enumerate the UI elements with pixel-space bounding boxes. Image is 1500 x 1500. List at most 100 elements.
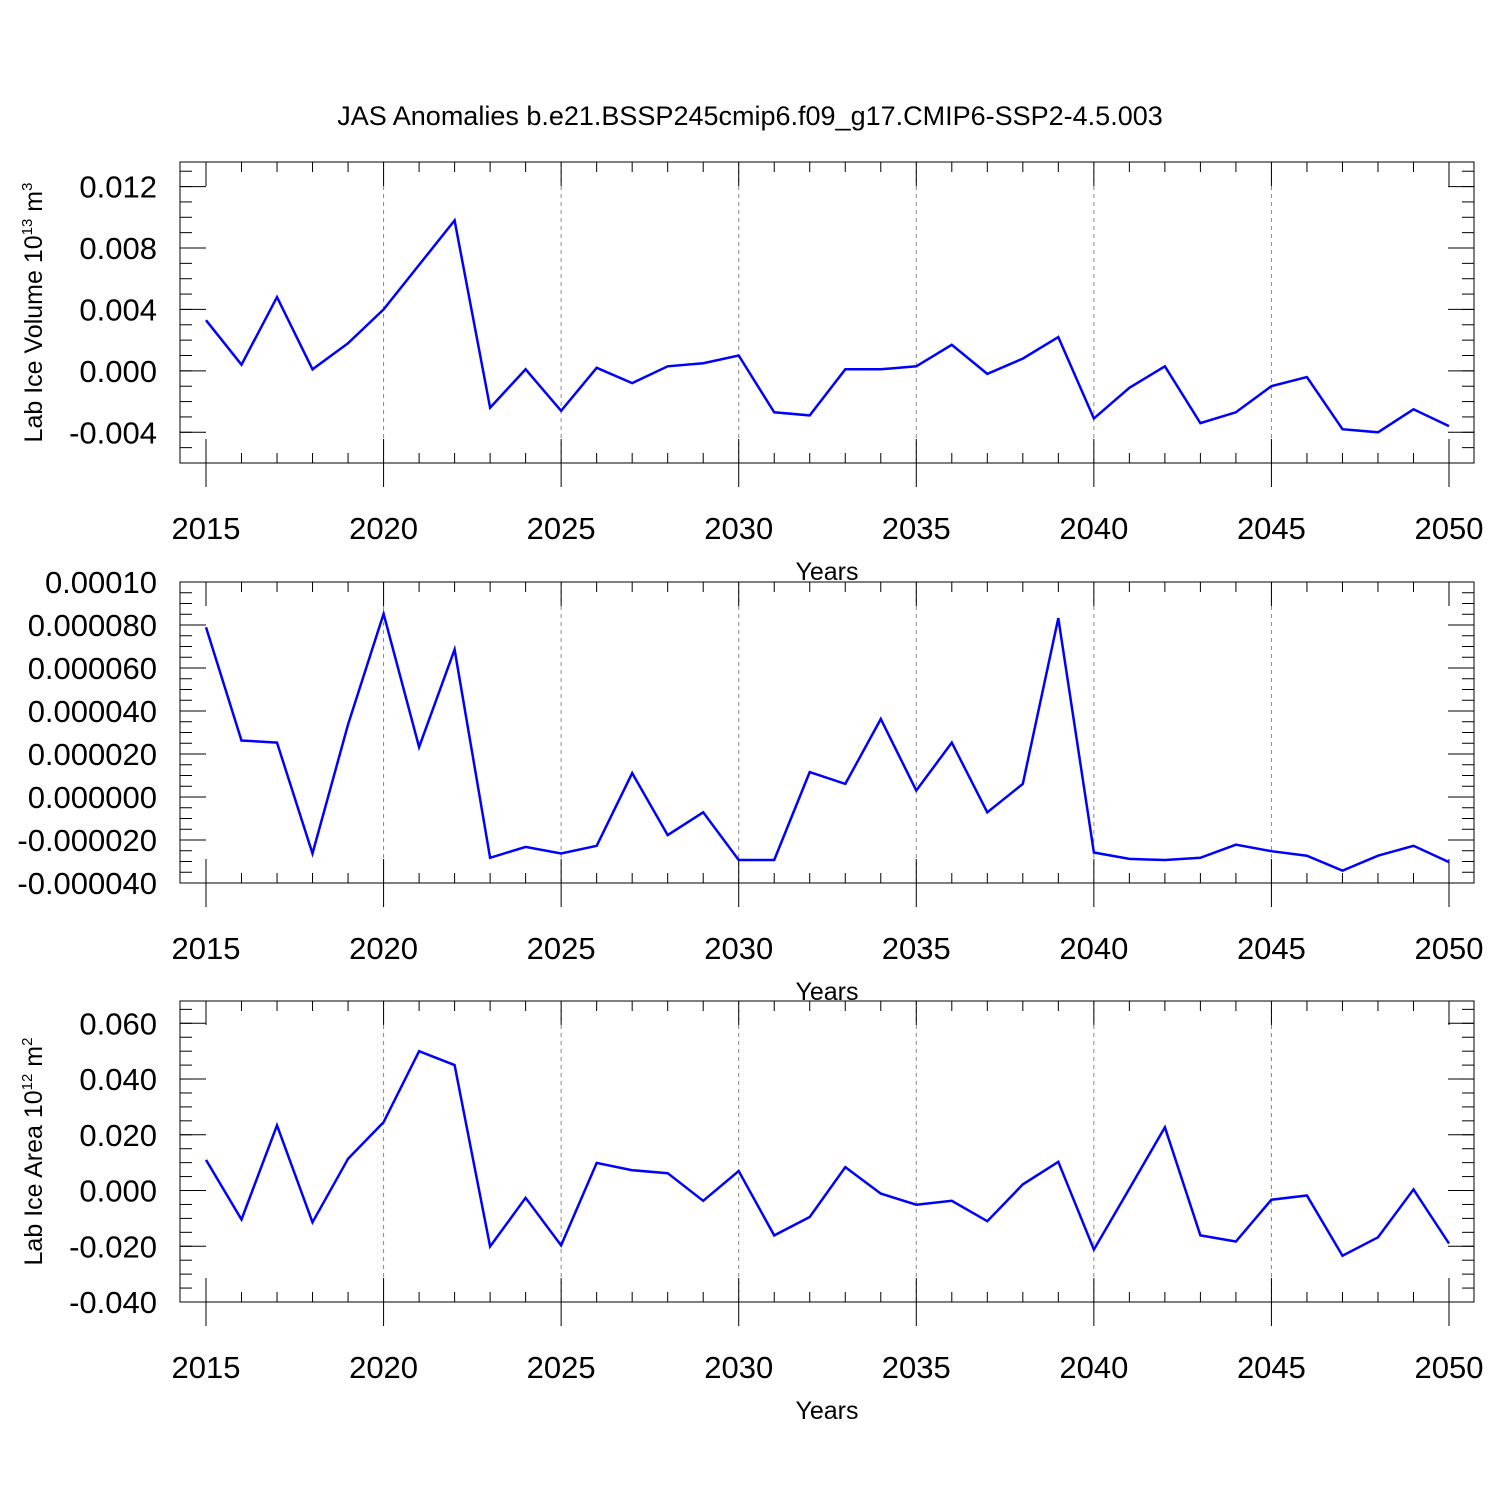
data-point [914,364,918,368]
x-tick-label: 2030 [704,511,773,546]
data-point [1269,384,1273,388]
y-axis-title-exponent: 13 [19,219,36,236]
series-line [204,609,1450,873]
data-point [1234,1240,1238,1244]
data-point [808,1215,812,1219]
data-point [204,318,208,322]
data-point [1234,410,1238,414]
x-tick-label: 2040 [1059,931,1128,966]
data-point [488,856,492,860]
data-point [985,372,989,376]
data-point [240,738,244,742]
data-point [559,409,563,413]
data-point [701,361,705,365]
data-point [311,1220,315,1224]
data-point [1021,1182,1025,1186]
y-axis-title: Lab Ice Volume 1013 m3 [19,183,48,443]
data-point [1234,843,1238,847]
data-point [1163,1125,1167,1129]
x-tick-label: 2035 [882,931,951,966]
data-point [417,745,421,749]
x-tick-label: 2040 [1059,511,1128,546]
y-axis-title-main: Lab Ice Volume 10 [20,235,48,442]
panel-3: 2015 2020 2025 2030 2035 2040 2045 2050 Years -0.… [19,1000,1483,1425]
data-point [1447,860,1451,864]
data-point [1056,616,1060,620]
data-point [879,717,883,721]
data-point [1092,850,1096,854]
data-point [1376,430,1380,434]
y-tick-label: 0.000 [79,354,157,389]
data-point [595,1161,599,1165]
y-tick-label: 0.012 [79,170,157,205]
data-point [524,367,528,371]
data-point [630,381,634,385]
data-point [879,367,883,371]
y-tick-label: -0.004 [69,415,157,450]
data-point [737,354,741,358]
y-axis-title-unit-exponent: 2 [19,1038,36,1046]
data-point [1127,386,1131,390]
data-point [1198,856,1202,860]
panel-1: 2015 2020 2025 2030 2035 2040 2045 2050 Years -0.… [19,161,1483,586]
y-tick-label: 0.004 [79,292,157,327]
data-point [1198,421,1202,425]
data-point [488,406,492,410]
data-point [453,648,457,652]
y-tick-label: 0.000080 [28,608,157,643]
data-point [1021,357,1025,361]
data-point [1340,427,1344,431]
data-point [346,341,350,345]
data-point [275,295,279,299]
data-point [1056,335,1060,339]
data-point [1376,854,1380,858]
data-point [1305,854,1309,858]
y-tick-label: 0.060 [79,1006,157,1041]
data-point [843,1165,847,1169]
data-point [1447,1241,1451,1245]
x-tick-label: 2030 [704,1350,773,1385]
data-point [985,1219,989,1223]
x-tick-label: 2015 [172,1350,241,1385]
data-point [1092,416,1096,420]
x-tick-label: 2020 [349,1350,418,1385]
x-tick-label: 2045 [1237,511,1306,546]
y-tick-label: 0.00010 [45,565,157,600]
data-point [595,366,599,370]
y-tick-label: 0.020 [79,1118,157,1153]
data-point [843,367,847,371]
data-point [879,1192,883,1196]
x-tick-label: 2040 [1059,1350,1128,1385]
data-point [950,1199,954,1203]
data-point [1269,849,1273,853]
x-tick-label: 2020 [349,511,418,546]
data-point [1056,1160,1060,1164]
y-tick-label: 0.000 [79,1174,157,1209]
data-point [666,364,670,368]
data-point [1411,1187,1415,1191]
data-point [559,1243,563,1247]
x-tick-label: 2035 [882,511,951,546]
data-point [808,413,812,417]
data-point [524,845,528,849]
x-tick-label: 2045 [1237,931,1306,966]
data-point [1163,364,1167,368]
data-point [311,367,315,371]
y-axis-title-main: Lab Ice Area 10 [20,1090,48,1265]
data-point [204,1158,208,1162]
x-tick-label: 2025 [527,511,596,546]
y-tick-label: 0.040 [79,1062,157,1097]
data-point [382,612,386,616]
x-tick-label: 2050 [1415,931,1484,966]
data-point [950,343,954,347]
x-tick-label: 2025 [527,931,596,966]
chart-title: JAS Anomalies b.e21.BSSP245cmip6.f09_g17… [337,101,1163,131]
data-point [772,1233,776,1237]
data-point [453,218,457,222]
data-point [843,782,847,786]
data-point [346,1157,350,1161]
data-point [1163,858,1167,862]
data-point [808,770,812,774]
data-point [1340,869,1344,873]
data-point [1305,1194,1309,1198]
